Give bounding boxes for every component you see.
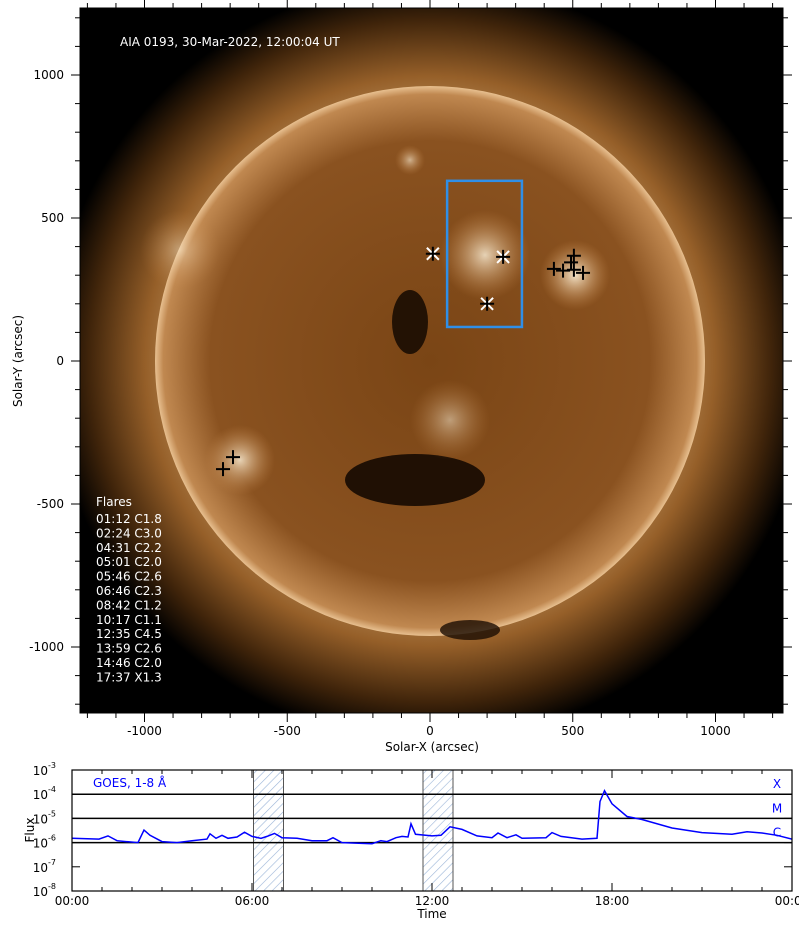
goes-x-tick-label: 12:00	[415, 894, 450, 908]
goes-y-tick-label: 10-3	[33, 761, 56, 778]
image-axes: -1000 -500 0 500 1000 -1000 -500 0 500 1000	[29, 0, 792, 738]
flare-list: Flares 01:12 C1.802:24 C3.004:31 C2.205:…	[96, 495, 162, 684]
goes-y-tick-label: 10-4	[33, 785, 56, 802]
flare-marker	[425, 246, 440, 261]
solar-image-panel: AIA 0193, 30-Mar-2022, 12:00:04 UT Flare…	[11, 0, 792, 754]
x-tick-label: 500	[561, 724, 584, 738]
x-tick-label: -1000	[127, 724, 162, 738]
y-axis-label: Solar-Y (arcsec)	[11, 315, 25, 407]
x-tick-label: 1000	[700, 724, 731, 738]
goes-y-tick-label: 10-8	[33, 882, 56, 899]
goes-x-tick-label: 06:00	[235, 894, 270, 908]
flare-list-item: 17:37 X1.3	[96, 670, 162, 684]
y-tick-label: 0	[56, 354, 64, 368]
flare-markers	[216, 246, 591, 477]
class-label: M	[772, 801, 782, 815]
flare-list-item: 14:46 C2.0	[96, 656, 162, 670]
x-tick-label: -500	[274, 724, 301, 738]
x-tick-label: 0	[426, 724, 434, 738]
goes-flux-line	[72, 789, 792, 845]
marker-plus	[425, 246, 440, 261]
shaded-interval	[253, 769, 284, 892]
flare-list-item: 12:35 C4.5	[96, 627, 162, 641]
image-title: AIA 0193, 30-Mar-2022, 12:00:04 UT	[120, 35, 340, 49]
flare-marker	[576, 265, 591, 280]
flare-marker	[226, 450, 241, 465]
goes-x-tick-label: 00:00	[775, 894, 799, 908]
marker-plus	[480, 296, 495, 311]
flare-marker	[566, 248, 581, 263]
flare-marker	[480, 296, 495, 311]
goes-y-tick-label: 10-7	[33, 858, 56, 875]
goes-x-tick-label: 00:00	[55, 894, 90, 908]
flare-list-item: 02:24 C3.0	[96, 526, 162, 540]
flare-list-title: Flares	[96, 495, 132, 509]
flare-marker	[216, 462, 231, 477]
flare-list-item: 06:46 C2.3	[96, 584, 162, 598]
goes-y-label: Flux	[23, 818, 37, 843]
y-tick-label: 1000	[33, 68, 64, 82]
y-tick-label: -500	[37, 497, 64, 511]
flare-marker	[496, 249, 511, 264]
flare-list-item: 05:46 C2.6	[96, 570, 162, 584]
flare-list-item: 10:17 C1.1	[96, 613, 162, 627]
region-of-interest-box	[445, 179, 524, 329]
class-label: X	[773, 777, 781, 791]
flare-list-item: 13:59 C2.6	[96, 642, 162, 656]
flare-list-item: 08:42 C1.2	[96, 598, 162, 612]
class-label: C	[773, 826, 781, 840]
flare-list-item: 05:01 C2.0	[96, 555, 162, 569]
y-tick-label: 500	[41, 211, 64, 225]
shaded-interval	[422, 769, 454, 892]
goes-x-tick-label: 18:00	[595, 894, 630, 908]
goes-panel: XMC 00:0006:0012:0018:0000:0010-810-710-…	[23, 761, 799, 921]
goes-series-label: GOES, 1-8 Å	[93, 775, 167, 790]
sun-image	[80, 8, 783, 713]
marker-plus	[496, 249, 511, 264]
y-tick-label: -1000	[29, 640, 64, 654]
flare-marker	[566, 262, 581, 277]
flare-marker	[546, 261, 561, 276]
flare-marker	[564, 255, 579, 270]
flare-list-item: 01:12 C1.8	[96, 512, 162, 526]
flare-list-item: 04:31 C2.2	[96, 541, 162, 555]
goes-x-label: Time	[416, 907, 446, 921]
x-axis-label: Solar-X (arcsec)	[385, 740, 479, 754]
